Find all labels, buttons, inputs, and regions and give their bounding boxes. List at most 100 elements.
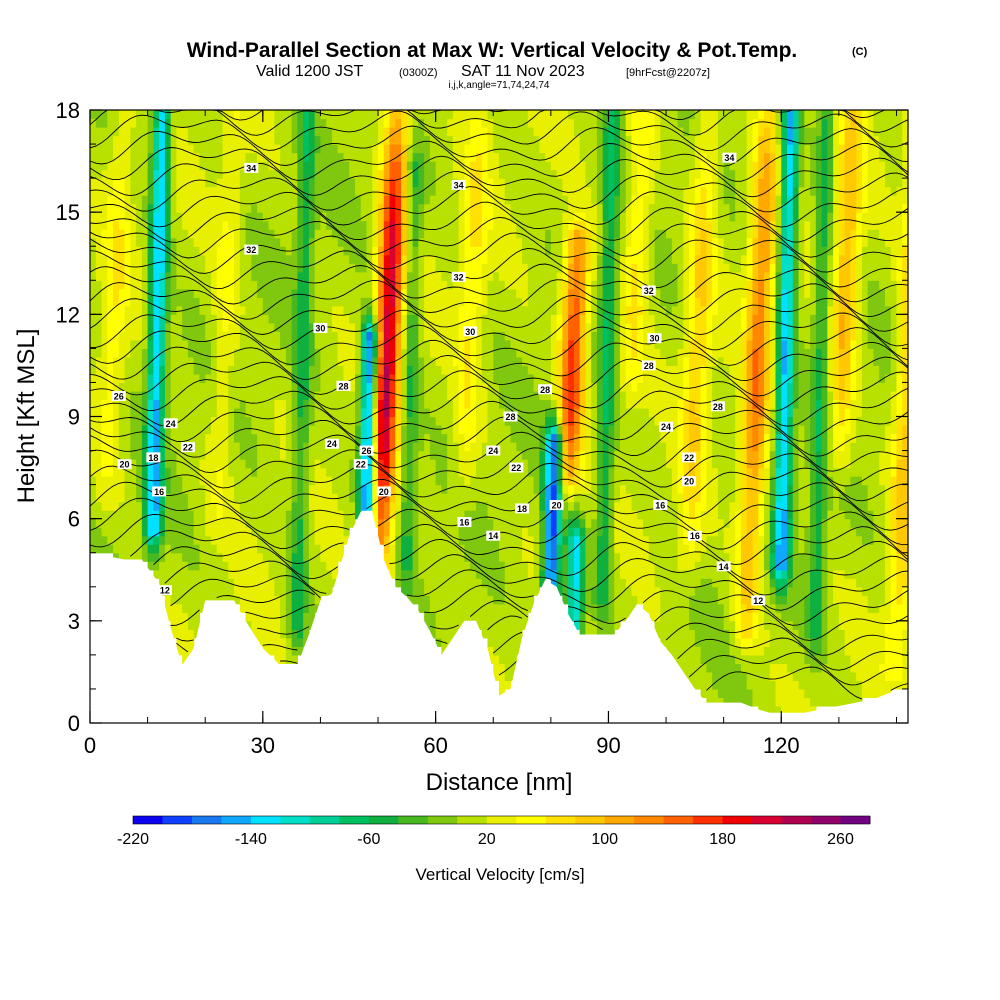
velocity-cell: [700, 442, 707, 452]
velocity-cell: [596, 603, 604, 613]
velocity-cell: [187, 382, 195, 392]
velocity-cell: [493, 382, 500, 392]
velocity-cell: [516, 527, 523, 537]
velocity-cell: [810, 578, 817, 588]
velocity-cell: [441, 518, 448, 528]
velocity-cell: [291, 620, 298, 630]
velocity-cell: [499, 552, 506, 562]
velocity-cell: [170, 493, 178, 503]
velocity-cell: [187, 552, 195, 562]
velocity-cell: [274, 399, 281, 409]
velocity-cell: [683, 578, 690, 588]
velocity-cell: [268, 382, 275, 392]
velocity-cell: [643, 450, 650, 460]
velocity-cell: [591, 578, 598, 588]
velocity-cell: [631, 527, 638, 537]
velocity-cell: [337, 544, 345, 554]
velocity-cell: [619, 612, 627, 622]
velocity-cell: [735, 501, 742, 511]
velocity-cell: [481, 467, 489, 477]
velocity-cell: [579, 459, 587, 469]
velocity-cell: [113, 510, 120, 520]
velocity-cell: [792, 561, 800, 571]
velocity-cell: [758, 493, 765, 503]
velocity-cell: [308, 612, 316, 622]
velocity-cell: [562, 348, 569, 358]
velocity-cell: [660, 433, 667, 443]
velocity-cell: [844, 544, 851, 554]
velocity-cell: [666, 501, 673, 511]
velocity-cell: [441, 407, 448, 418]
velocity-cell: [164, 365, 172, 375]
velocity-cell: [251, 510, 258, 520]
velocity-cell: [262, 433, 270, 443]
velocity-cell: [792, 578, 800, 588]
velocity-cell: [579, 629, 587, 639]
velocity-cell: [510, 450, 517, 460]
velocity-cell: [694, 416, 702, 426]
velocity-cell: [516, 518, 523, 528]
velocity-cell: [689, 637, 696, 647]
velocity-cell: [608, 544, 615, 554]
velocity-cell: [107, 535, 114, 545]
velocity-cell: [798, 612, 805, 622]
velocity-cell: [239, 476, 247, 486]
velocity-cell: [787, 688, 794, 699]
velocity-cell: [228, 373, 235, 384]
velocity-cell: [596, 586, 604, 596]
velocity-cell: [833, 390, 840, 401]
velocity-cell: [815, 637, 823, 647]
velocity-cell: [614, 620, 621, 630]
velocity-cell: [101, 331, 108, 341]
velocity-cell: [867, 637, 875, 647]
velocity-cell: [452, 552, 460, 562]
velocity-cell: [769, 407, 777, 418]
velocity-cell: [239, 467, 247, 477]
velocity-cell: [637, 373, 644, 384]
velocity-cell: [297, 518, 304, 528]
velocity-cell: [481, 552, 489, 562]
velocity-cell: [792, 663, 800, 673]
velocity-cell: [366, 467, 373, 477]
velocity-cell: [856, 612, 863, 622]
velocity-cell: [429, 561, 437, 571]
velocity-cell: [683, 603, 690, 613]
velocity-cell: [458, 578, 466, 588]
velocity-cell: [585, 425, 592, 435]
velocity-cell: [683, 467, 690, 477]
velocity-cell: [879, 654, 886, 664]
velocity-cell: [660, 416, 667, 426]
velocity-cell: [199, 467, 206, 477]
velocity-cell: [136, 382, 143, 392]
velocity-cell: [176, 646, 183, 656]
velocity-cell: [481, 382, 489, 392]
velocity-cell: [758, 629, 765, 639]
velocity-cell: [735, 373, 742, 384]
velocity-cell: [591, 476, 598, 486]
velocity-cell: [262, 561, 270, 571]
velocity-cell: [717, 425, 725, 435]
velocity-cell: [810, 382, 817, 392]
velocity-cell: [257, 510, 264, 520]
velocity-cell: [631, 467, 638, 477]
velocity-cell: [856, 637, 863, 647]
velocity-cell: [395, 578, 402, 588]
velocity-cell: [804, 510, 811, 520]
velocity-cell: [441, 612, 448, 622]
velocity-cell: [516, 390, 523, 401]
velocity-cell: [683, 586, 690, 596]
velocity-cell: [337, 535, 345, 545]
velocity-cell: [239, 518, 247, 528]
velocity-cell: [527, 535, 535, 545]
velocity-cell: [700, 390, 707, 401]
velocity-cell: [113, 399, 120, 409]
velocity-cell: [107, 476, 114, 486]
velocity-cell: [441, 399, 448, 409]
velocity-cell: [619, 569, 627, 579]
velocity-cell: [533, 339, 540, 349]
velocity-cell: [625, 399, 633, 409]
velocity-cell: [677, 348, 684, 358]
velocity-cell: [222, 544, 229, 554]
velocity-cell: [850, 365, 857, 375]
velocity-cell: [331, 407, 339, 418]
